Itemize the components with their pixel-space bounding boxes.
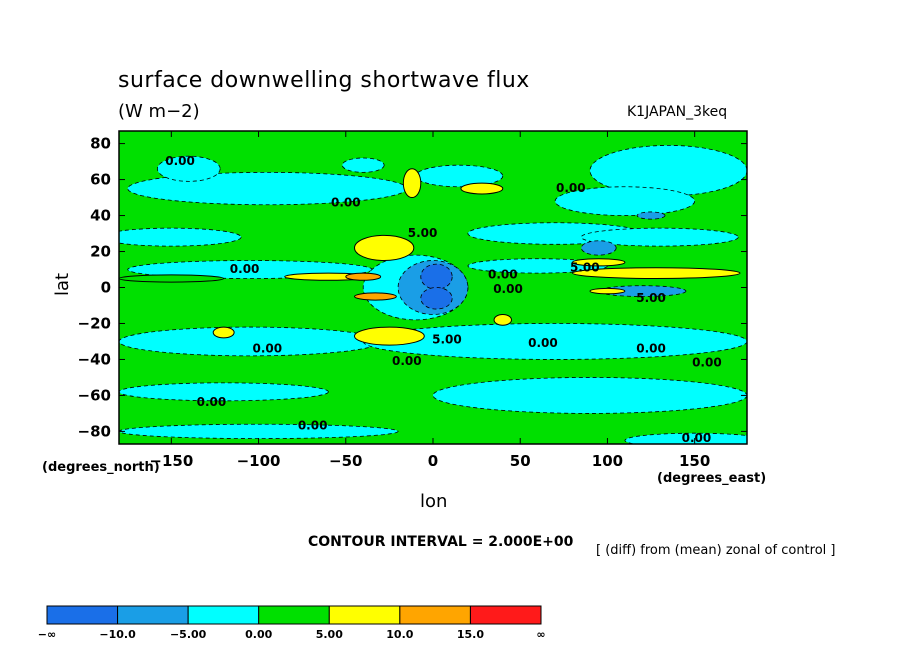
contour-region [345, 272, 382, 281]
contour-label: 0.00 [298, 419, 328, 433]
x-tick-label: −150 [149, 452, 193, 470]
contour-label: 0.00 [692, 356, 722, 370]
x-unit-label: (degrees_east) [657, 471, 767, 486]
contour-region [636, 211, 666, 220]
contour-region [212, 326, 235, 339]
y-tick-label: 80 [90, 135, 111, 153]
colorbar-swatch [258, 605, 330, 625]
contour-label: 0.00 [682, 431, 712, 445]
contour-region [580, 227, 739, 247]
colorbar-swatch [399, 605, 471, 625]
contour-region [420, 263, 453, 290]
colorbar-label: −5.00 [170, 628, 207, 641]
x-tick-label: 150 [679, 452, 710, 470]
colorbar-swatch [328, 605, 401, 625]
contour-label: 0.00 [493, 282, 523, 296]
contour-label: 5.00 [570, 260, 600, 274]
contour-region [572, 267, 741, 280]
y-axis-label: lat [52, 272, 73, 296]
colorbar-label: ∞ [536, 628, 545, 641]
contour-region [354, 292, 397, 301]
y-tick-label: 20 [90, 243, 111, 261]
contour-region [572, 258, 626, 267]
contour-label: 0.00 [392, 354, 422, 368]
contour-region [156, 155, 221, 182]
colorbar-label: 5.00 [316, 628, 343, 641]
contour-region [580, 240, 617, 256]
contour-label: 0.00 [252, 341, 282, 355]
y-tick-label: 60 [90, 171, 111, 189]
contour-region [432, 377, 747, 414]
contour-region [119, 423, 399, 440]
y-tick-label: −20 [78, 314, 111, 332]
x-tick-label: 100 [592, 452, 623, 470]
contour-label: 5.00 [432, 332, 462, 346]
contour-region [624, 432, 747, 444]
x-tick-label: 0 [428, 452, 438, 470]
contour-region [119, 326, 382, 357]
colorbar-label: 0.00 [245, 628, 272, 641]
colorbar-label: −10.0 [99, 628, 136, 641]
colorbar-swatch [46, 605, 119, 625]
contour-interval: CONTOUR INTERVAL = 2.000E+00 [308, 534, 574, 550]
x-tick-label: −100 [237, 452, 281, 470]
contour-region [554, 186, 696, 216]
y-unit-label: (degrees_north) [42, 460, 160, 475]
chart-units: (W m−2) [118, 101, 200, 122]
y-tick-label: −80 [78, 422, 111, 440]
contour-label: 0.00 [636, 341, 666, 355]
contour-region [493, 313, 512, 326]
colorbar-swatch [117, 605, 189, 625]
contour-region [354, 326, 425, 346]
difference-note: [ (diff) from (mean) zonal of control ] [596, 543, 836, 558]
contour-region [119, 274, 225, 283]
y-tick-label: 0 [101, 279, 111, 297]
y-tick-label: −60 [78, 386, 111, 404]
run-label: K1JAPAN_3keq [627, 104, 728, 120]
contour-label: 0.00 [556, 181, 586, 195]
colorbar-label: 10.0 [386, 628, 413, 641]
chart-title: surface downwelling shortwave flux [118, 68, 530, 93]
contour-region [420, 287, 453, 310]
contour-region [460, 182, 504, 195]
contour-label: 0.00 [488, 268, 518, 282]
contour-label: 5.00 [408, 226, 438, 240]
y-tick-label: −40 [78, 350, 111, 368]
contour-label: 0.00 [331, 196, 361, 210]
contour-label: 0.00 [165, 154, 195, 168]
contour-label: 0.00 [197, 395, 227, 409]
contour-label: 0.00 [528, 336, 558, 350]
x-tick-label: −50 [329, 452, 362, 470]
x-axis-label: lon [420, 491, 448, 512]
colorbar-label: −∞ [38, 628, 56, 641]
contour-region [354, 234, 415, 262]
x-tick-label: 50 [510, 452, 531, 470]
colorbar-label: 15.0 [457, 628, 484, 641]
contour-region [402, 168, 422, 199]
colorbar-swatch [187, 605, 260, 625]
contour-label: 0.00 [230, 262, 260, 276]
contour-label: 5.00 [636, 291, 666, 305]
y-tick-label: 40 [90, 207, 111, 225]
contour-region [589, 287, 626, 295]
contour-region [119, 227, 242, 247]
contour-region [341, 157, 385, 173]
contour-region [598, 285, 687, 297]
colorbar-swatch [469, 605, 542, 625]
